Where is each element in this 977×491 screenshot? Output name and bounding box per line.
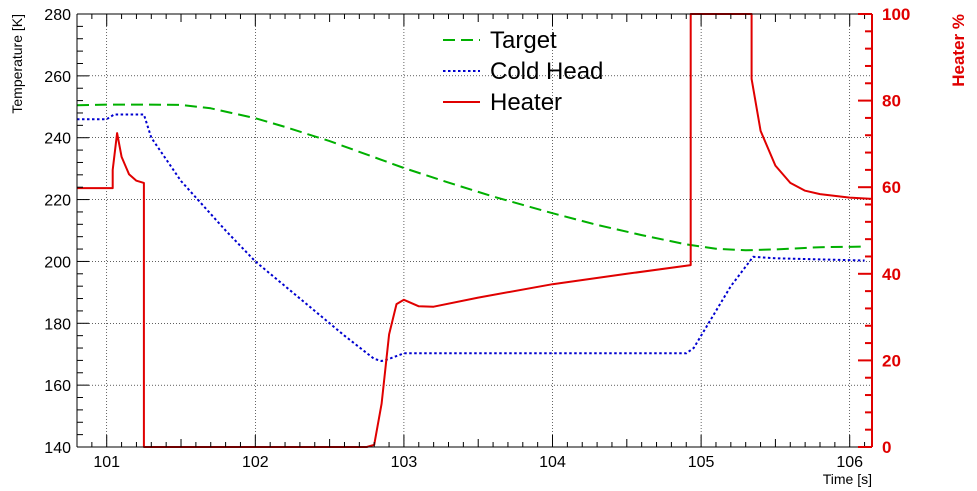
series-line-heater — [77, 13, 873, 448]
y2-tick-label: 60 — [882, 178, 901, 197]
series-line-target — [76, 103, 865, 252]
y2-axis-title: Heater % — [949, 14, 968, 87]
y-tick-label: 200 — [44, 254, 71, 271]
y2-tick-label: 20 — [882, 351, 901, 370]
legend-label-target: Target — [490, 27, 557, 54]
x-tick-label: 101 — [93, 454, 120, 471]
legend-label-heater: Heater — [490, 89, 562, 116]
y-tick-label: 140 — [44, 440, 71, 457]
y2-tick-label: 40 — [882, 265, 901, 284]
axes: 101 102 103 104 105 1061401601802002202402602… — [44, 5, 910, 471]
x-tick-label: 103 — [391, 454, 418, 471]
legend: Target Cold Head Heater — [443, 27, 603, 116]
x-axis-title: Time [s] — [823, 471, 872, 487]
y-axis-title: Temperature [K] — [9, 14, 25, 114]
grid — [77, 13, 872, 448]
y2-tick-label: 0 — [882, 438, 891, 457]
x-tick-label: 105 — [688, 454, 715, 471]
y-tick-label: 220 — [44, 193, 71, 210]
y2-tick-label: 100 — [882, 5, 910, 24]
x-tick-label: 102 — [242, 454, 269, 471]
y-tick-label: 260 — [44, 69, 71, 86]
y-tick-label: 160 — [44, 378, 71, 395]
y-tick-label: 280 — [44, 7, 71, 24]
y-tick-label: 180 — [44, 316, 71, 333]
x-tick-label: 106 — [836, 454, 863, 471]
series-line-cold-head — [77, 113, 865, 362]
series-lines — [76, 13, 873, 448]
legend-label-cold-head: Cold Head — [490, 58, 603, 85]
y2-tick-label: 80 — [882, 92, 901, 111]
x-tick-label: 104 — [539, 454, 566, 471]
y-tick-label: 240 — [44, 131, 71, 148]
